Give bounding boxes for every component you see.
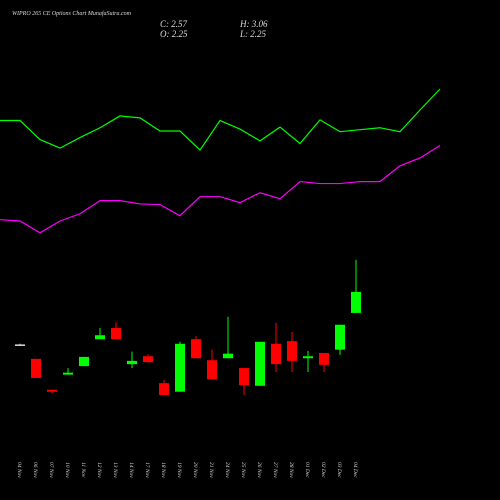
x-tick-label: 04 Dec [352,462,359,478]
x-tick-label: 07 Nov [48,462,54,478]
x-tick-label: 03 Dec [336,462,342,478]
indicator-line [0,144,441,234]
candle-body [111,328,121,340]
chart-title: WIPRO 265 CE Options Chart MunafaSutra.c… [12,10,132,17]
high-label: H: 3.06 [239,19,268,29]
candle-body [255,341,265,386]
candle-body [191,339,201,359]
candle-body [31,358,41,378]
x-tick-label: 11 Nov [80,462,86,478]
x-tick-label: 13 Nov [112,462,118,478]
candle-body [47,389,57,392]
x-tick-label: 24 Nov [224,462,231,478]
open-label: O: 2.25 [160,29,188,39]
x-tick-label: 01 Dec [304,462,310,478]
candle-body [351,291,361,313]
candle-body [287,341,297,361]
candle-body [303,356,313,359]
x-tick-label: 18 Nov [160,462,166,478]
x-tick-label: 21 Nov [208,462,214,478]
x-tick-label: 14 Nov [128,462,135,478]
x-tick-label: 10 Nov [64,462,70,478]
x-tick-label: 17 Nov [144,462,150,478]
x-tick-label: 28 Nov [288,462,294,478]
x-tick-label: 20 Nov [192,462,198,478]
candle-body [95,335,105,340]
candle-body [15,344,25,346]
candle-body [207,360,217,380]
x-tick-label: 02 Dec [320,462,326,478]
candle-body [335,324,345,350]
x-tick-label: 04 Nov [16,462,23,478]
x-tick-label: 12 Nov [96,462,102,478]
candle-body [271,343,281,365]
close-label: C: 2.57 [160,19,188,29]
candle-body [223,353,233,359]
candle-body [79,356,89,367]
candle-body [143,356,153,363]
indicator-line [0,88,441,151]
candle-body [127,360,137,365]
x-tick-label: 19 Nov [176,462,182,478]
candle-body [159,383,169,395]
x-tick-label: 06 Nov [32,462,38,478]
x-tick-label: 27 Nov [272,462,278,478]
candle-body [63,372,73,375]
candle-body [175,343,185,392]
candle-body [239,368,249,386]
candle-body [319,352,329,365]
low-label: L: 2.25 [239,29,267,39]
x-tick-label: 26 Nov [256,462,262,478]
x-tick-label: 25 Nov [240,462,246,478]
